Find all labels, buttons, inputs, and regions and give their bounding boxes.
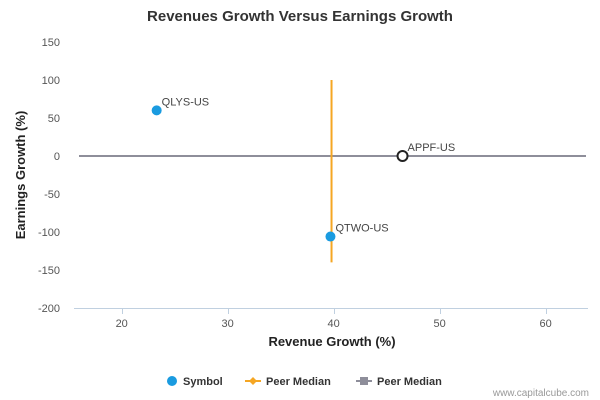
y-tick-label: -100: [38, 227, 60, 239]
x-axis-title: Revenue Growth (%): [268, 334, 395, 349]
y-tick-label: 150: [42, 37, 60, 49]
data-point: [325, 231, 336, 242]
point-label: QLYS-US: [162, 96, 209, 108]
legend-label: Symbol: [183, 376, 223, 388]
x-tick-label: 40: [328, 318, 340, 330]
legend-label: Peer Median: [266, 376, 331, 388]
legend: Symbol Peer Median Peer Median: [167, 376, 442, 388]
legend-marker-square: [360, 377, 368, 385]
point-label: QTWO-US: [335, 223, 388, 235]
x-tick-label: 50: [434, 318, 446, 330]
x-tick-label: 20: [116, 318, 128, 330]
y-tick-label: -200: [38, 303, 60, 315]
legend-marker-symbol: [167, 376, 177, 386]
y-tick-label: 100: [42, 75, 60, 87]
x-tick-label: 30: [222, 318, 234, 330]
chart-title: Revenues Growth Versus Earnings Growth: [147, 8, 453, 25]
legend-label: Peer Median: [377, 376, 442, 388]
y-axis-title: Earnings Growth (%): [13, 111, 28, 240]
x-tick-label: 60: [539, 318, 551, 330]
data-point: [151, 105, 162, 116]
point-label: APPF-US: [408, 142, 456, 154]
y-tick-label: 50: [48, 113, 60, 125]
y-tick-label: 0: [54, 151, 60, 163]
plot-area: 20 30 40 50 60 150 100 50 0 -50 -100 -150 -200 QLYS-U…: [38, 37, 588, 330]
legend-marker-diamond: [249, 377, 257, 385]
y-tick-label: -150: [38, 265, 60, 277]
data-point: [396, 150, 409, 162]
y-tick-label: -50: [44, 189, 60, 201]
credit-text: www.capitalcube.com: [492, 388, 589, 399]
